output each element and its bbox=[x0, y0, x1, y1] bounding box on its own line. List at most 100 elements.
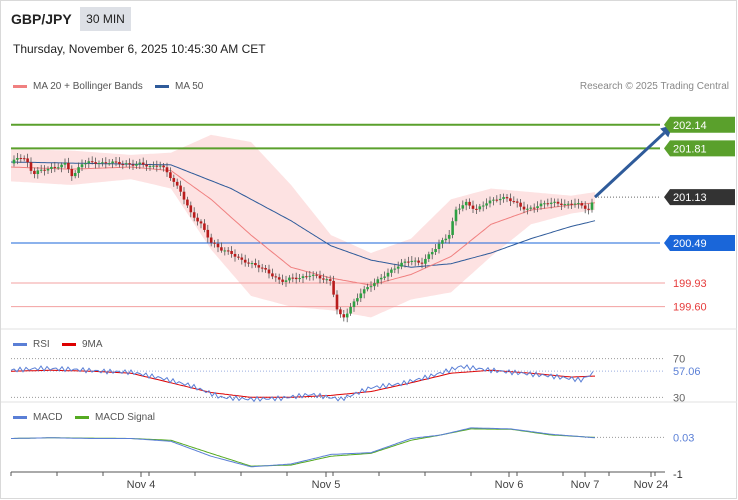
candle-body bbox=[118, 162, 121, 165]
level-tag-201.13-bg bbox=[664, 189, 735, 206]
candle-body bbox=[101, 162, 104, 164]
legend-macd-label: MACD bbox=[33, 412, 63, 423]
chart-datetime: Thursday, November 6, 2025 10:45:30 AM C… bbox=[13, 42, 266, 56]
candle-body bbox=[556, 201, 560, 204]
legend-macd-signal-swatch bbox=[75, 415, 89, 419]
candle-body bbox=[291, 277, 295, 279]
candle-body bbox=[342, 314, 346, 318]
candle-body bbox=[332, 280, 335, 295]
candle-body bbox=[400, 262, 403, 267]
timeframe-button[interactable]: 30 MIN bbox=[80, 7, 131, 31]
bollinger-band bbox=[11, 134, 595, 318]
candle-body bbox=[145, 164, 148, 167]
candle-body bbox=[529, 207, 533, 209]
candle-body bbox=[512, 201, 516, 203]
candle-body bbox=[84, 163, 87, 165]
ma20-line bbox=[10, 166, 596, 286]
candle-body bbox=[590, 202, 594, 210]
candle-body bbox=[560, 203, 563, 205]
legend-rsi-ma: 9MA bbox=[62, 339, 103, 350]
candle-body bbox=[29, 162, 33, 171]
candle-body bbox=[413, 260, 417, 262]
candle-body bbox=[444, 238, 448, 241]
candle-body bbox=[583, 205, 587, 209]
candle-body bbox=[240, 257, 244, 260]
candle-body bbox=[356, 298, 359, 302]
candle-body bbox=[362, 289, 366, 294]
candle-body bbox=[179, 185, 182, 192]
candle-body bbox=[128, 163, 131, 165]
candle-body bbox=[573, 203, 577, 205]
candle-body bbox=[410, 260, 414, 262]
x-axis-label: Nov 4 bbox=[127, 479, 156, 491]
candle-body bbox=[471, 205, 475, 209]
level-tag-200.49: 200.49 bbox=[664, 234, 735, 251]
candle-body bbox=[532, 207, 536, 209]
candle-body bbox=[114, 161, 118, 163]
level-tag-202.14-text: 202.14 bbox=[673, 120, 707, 132]
candle-body bbox=[260, 267, 264, 269]
price-layer bbox=[10, 124, 673, 323]
candle-body bbox=[393, 268, 397, 270]
candle-body bbox=[152, 165, 155, 167]
candle-body bbox=[243, 259, 247, 263]
candle-body bbox=[352, 301, 356, 307]
candle-body bbox=[264, 268, 267, 270]
candle-body bbox=[566, 203, 570, 205]
candle-body bbox=[430, 252, 434, 255]
candle-body bbox=[396, 266, 400, 269]
candle-body bbox=[16, 157, 19, 160]
candle-body bbox=[50, 166, 53, 169]
candle-body bbox=[294, 277, 298, 280]
level-label-199.93: 199.93 bbox=[673, 278, 707, 290]
candle-body bbox=[104, 162, 108, 164]
candle-body bbox=[77, 167, 80, 174]
candle-body bbox=[111, 161, 114, 164]
candle-body bbox=[447, 234, 451, 239]
candle-body bbox=[135, 164, 138, 166]
candle-body bbox=[271, 273, 274, 277]
candle-body bbox=[209, 237, 213, 243]
candle-body bbox=[254, 263, 257, 266]
legend-macd-swatch bbox=[13, 415, 27, 419]
candle-body bbox=[237, 256, 240, 258]
candle-body bbox=[162, 165, 165, 168]
candle-body bbox=[570, 203, 573, 205]
candle-body bbox=[437, 243, 441, 249]
candle-body bbox=[536, 206, 539, 208]
candle-body bbox=[563, 204, 567, 206]
candle-body bbox=[175, 181, 179, 186]
candle-body bbox=[376, 279, 380, 284]
candle-body bbox=[454, 209, 458, 222]
level-label-199.60: 199.60 bbox=[673, 302, 707, 314]
candle-body bbox=[390, 269, 393, 273]
candle-body bbox=[345, 313, 349, 318]
legend-rsi-label: RSI bbox=[33, 339, 50, 350]
candle-body bbox=[121, 164, 125, 166]
candle-body bbox=[131, 164, 135, 166]
candle-body bbox=[298, 278, 301, 280]
rsi-level-label: 70 bbox=[673, 354, 685, 366]
candle-body bbox=[318, 275, 322, 279]
candle-body bbox=[335, 294, 339, 310]
candle-body bbox=[301, 276, 305, 279]
candle-body bbox=[226, 250, 230, 252]
candle-body bbox=[94, 162, 97, 164]
candle-body bbox=[427, 254, 431, 259]
candle-body bbox=[509, 198, 512, 202]
candle-body bbox=[366, 287, 369, 290]
x-axis-label: Nov 6 bbox=[495, 479, 524, 491]
level-tag-202.14-bg bbox=[664, 116, 735, 133]
candle-body bbox=[464, 201, 468, 206]
candle-body bbox=[417, 260, 420, 263]
candle-body bbox=[206, 229, 210, 238]
candle-body bbox=[546, 203, 550, 205]
candle-body bbox=[359, 293, 363, 299]
candle-body bbox=[223, 250, 227, 252]
candle-body bbox=[107, 163, 111, 165]
candle-body bbox=[22, 158, 26, 160]
candle-body bbox=[383, 276, 386, 278]
candle-body bbox=[580, 203, 584, 206]
candle-body bbox=[328, 279, 332, 281]
